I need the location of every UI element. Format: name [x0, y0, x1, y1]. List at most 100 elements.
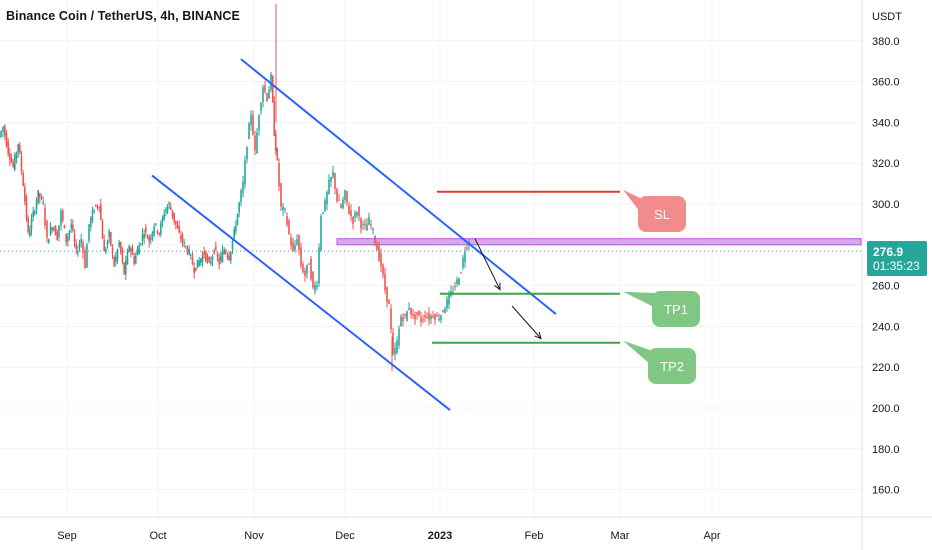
candle-body [342, 199, 344, 209]
candle-body [364, 223, 366, 226]
candle-body [5, 133, 8, 147]
candle-body [374, 236, 376, 243]
candle-body [80, 239, 82, 244]
y-tick-label: 260.0 [872, 281, 900, 293]
candle-body [121, 250, 124, 262]
candle-body [176, 225, 179, 229]
candle-body [235, 225, 237, 232]
candle-body [252, 115, 254, 135]
candle-body [221, 251, 224, 263]
candle-body [116, 249, 119, 260]
candle-body [60, 210, 62, 225]
candle-body [88, 224, 90, 242]
sl-callout-tail [623, 189, 640, 212]
candle-body [424, 315, 426, 318]
candle-body [266, 93, 268, 101]
y-tick-label: 160.0 [872, 485, 900, 497]
candle-body [306, 264, 308, 274]
candle-body [12, 162, 14, 167]
candle-body [294, 244, 296, 251]
candle-body [326, 191, 328, 205]
candle-body [308, 263, 310, 265]
candle-body [32, 211, 34, 218]
resistance-zone [336, 238, 862, 246]
candle-body [386, 286, 388, 302]
candle-body [72, 224, 74, 231]
candle-body [113, 256, 115, 267]
candle-body [143, 234, 145, 238]
candle-body [0, 131, 2, 137]
candle-body [111, 247, 114, 254]
candle-body [181, 235, 184, 243]
tp1-callout-tail [623, 291, 654, 307]
channel-upper-line [240, 58, 557, 315]
candle-body [136, 248, 139, 255]
candle-body [314, 284, 316, 292]
candle-body [256, 132, 258, 154]
candle-body [208, 257, 210, 262]
candle-body [17, 144, 19, 153]
candle-body [146, 237, 149, 239]
candle-body [358, 207, 360, 217]
candle-body [166, 206, 169, 213]
candle-body [426, 317, 428, 319]
candle-body [318, 247, 320, 284]
candle-body [150, 238, 152, 240]
candle-body [91, 210, 94, 221]
candle-body [296, 239, 298, 245]
candle-body [436, 315, 438, 317]
candle-body [302, 264, 304, 273]
candle-body [193, 266, 195, 274]
candle-body [29, 229, 31, 237]
candle-body [27, 218, 29, 232]
candle-body [78, 244, 81, 247]
candle-body [292, 241, 294, 252]
candle-body [98, 206, 100, 208]
candle-body [446, 299, 448, 309]
candle-body [93, 210, 95, 212]
candle-body [216, 254, 219, 257]
candle-body [442, 310, 444, 312]
candle-body [344, 190, 346, 200]
candle-body [68, 230, 71, 236]
candle-body [44, 207, 46, 226]
candle-body [402, 316, 404, 322]
candle-body [356, 212, 358, 216]
candle-body [14, 155, 16, 170]
candle-body [161, 217, 164, 223]
candle-body [262, 87, 264, 103]
candle-body [320, 216, 322, 251]
candle-body [25, 196, 28, 220]
candle-body [125, 260, 127, 275]
candle-body [186, 248, 189, 254]
candle-body [40, 197, 43, 199]
candle-body [135, 255, 137, 264]
price-axis-unit: USDT [872, 11, 902, 23]
candle-body [35, 201, 38, 210]
candle-body [203, 252, 205, 255]
candle-body [418, 310, 420, 316]
candle-body [120, 242, 122, 253]
candle-body [200, 258, 202, 264]
candle-body [140, 243, 142, 245]
candle-body [404, 313, 406, 316]
candle-body [240, 190, 242, 203]
candle-body [77, 251, 79, 254]
candle-body [82, 242, 84, 254]
candle-body [7, 141, 9, 154]
candle-body [233, 228, 235, 238]
bar-countdown: 01:35:23 [873, 259, 920, 273]
candle-body [53, 227, 55, 230]
candle-body [452, 291, 454, 293]
candle-body [46, 221, 48, 238]
candle-body [448, 294, 450, 305]
x-tick-label: Mar [611, 530, 630, 542]
candle-body [400, 316, 402, 327]
candle-body [312, 271, 314, 288]
candle-body [236, 213, 239, 226]
candle-body [348, 205, 350, 215]
candle-body [290, 237, 292, 246]
candle-body [422, 319, 424, 321]
candle-body [260, 102, 262, 111]
